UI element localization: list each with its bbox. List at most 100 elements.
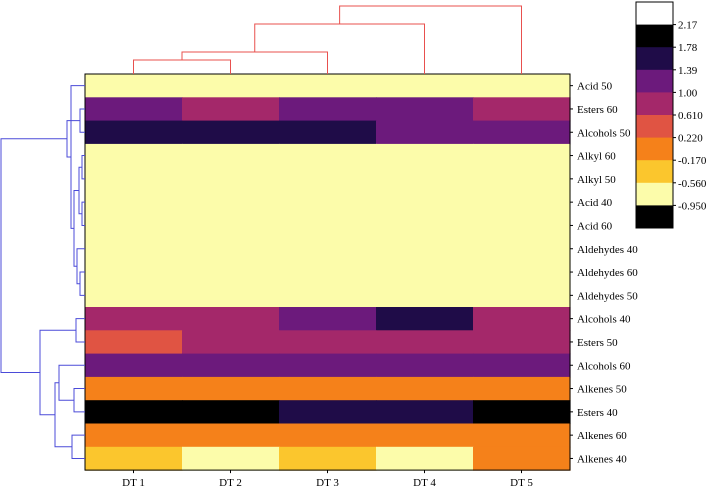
colorbar-label: 0.220 <box>678 133 703 145</box>
heatmap-cell <box>473 74 571 98</box>
heatmap-cell <box>376 167 474 192</box>
heatmap-cell <box>473 353 571 378</box>
colorbar-label: 1.78 <box>678 42 698 54</box>
row-label: Acid 60 <box>577 220 613 232</box>
colorbar-label: 2.17 <box>678 20 698 32</box>
row-dendrogram <box>0 85 85 459</box>
heatmap-cell <box>85 330 183 355</box>
row-label: Alcohols 60 <box>577 360 631 372</box>
heatmap-cell <box>279 213 377 238</box>
heatmap-cell <box>279 283 377 308</box>
heatmap-cell <box>376 376 474 401</box>
heatmap-cell <box>85 400 183 425</box>
heatmap-cell <box>473 190 571 215</box>
heatmap-cell <box>279 167 377 192</box>
column-dendrogram-link <box>254 23 425 74</box>
colorbar-label: 1.00 <box>678 87 698 99</box>
row-dendrogram-link <box>79 108 85 133</box>
heatmap-cell <box>85 213 183 238</box>
column-label: DT 2 <box>219 477 242 486</box>
heatmap-cell <box>182 167 280 192</box>
heatmap-cell <box>279 237 377 261</box>
heatmap-cell <box>182 353 280 378</box>
heatmap-cell <box>376 120 474 145</box>
row-dendrogram-link <box>70 85 85 229</box>
heatmap-cell <box>473 423 571 448</box>
heatmap-cell <box>473 307 571 331</box>
row-label: Alcohols 50 <box>577 127 631 139</box>
heatmap-cell <box>279 190 377 215</box>
heatmap-cell <box>279 143 377 168</box>
row-label: Aldehydes 50 <box>577 290 638 302</box>
heatmap-cell <box>376 283 474 308</box>
heatmap-cell <box>182 446 280 471</box>
column-dendrogram-link <box>339 5 522 74</box>
heatmap-cell <box>376 423 474 448</box>
row-label: Esters 60 <box>577 104 618 116</box>
heatmap-cell <box>473 120 571 145</box>
heatmap-cell <box>182 423 280 448</box>
row-dendrogram-link <box>0 138 67 374</box>
heatmap-cell <box>473 97 571 122</box>
heatmap-cell <box>473 237 571 261</box>
colorbar-swatch <box>636 69 673 93</box>
colorbar-swatch <box>636 160 673 184</box>
column-label: DT 4 <box>413 477 436 486</box>
colorbar-swatch <box>636 205 673 229</box>
heatmap-cell <box>85 97 183 122</box>
heatmap-cell <box>473 167 571 192</box>
row-label: Alkenes 40 <box>577 453 627 465</box>
heatmap-cell <box>182 97 280 122</box>
heatmap-cell <box>182 213 280 238</box>
heatmap-cell <box>85 120 183 145</box>
heatmap-cell <box>182 143 280 168</box>
heatmap-cell <box>376 330 474 355</box>
heatmap-cell <box>473 330 571 355</box>
row-label: Aldehydes 40 <box>577 244 638 256</box>
row-label: Alcohols 40 <box>577 314 631 326</box>
colorbar-swatch <box>636 2 673 26</box>
heatmap-cell <box>279 376 377 401</box>
row-label: Alkenes 60 <box>577 430 627 442</box>
heatmap-cell <box>279 423 377 448</box>
colorbar-swatch <box>636 182 673 206</box>
row-dendrogram-link <box>58 364 85 401</box>
heatmap-cell <box>279 400 377 425</box>
heatmap-cell <box>279 307 377 331</box>
column-dendrogram-link <box>133 59 231 74</box>
heatmap-cell <box>182 190 280 215</box>
row-dendrogram-link <box>54 382 72 448</box>
heatmap-cell <box>473 400 571 425</box>
colorbar: 2.17 1.78 1.39 1.00 0.610 0.220 -0.170 -0.560 -0… <box>635 1 707 229</box>
heatmap-cell <box>376 74 474 98</box>
heatmap-cell <box>85 307 183 331</box>
colorbar-swatch <box>636 47 673 71</box>
colorbar-label: 1.39 <box>678 65 698 77</box>
colorbar-swatch <box>636 137 673 161</box>
row-dendrogram-link <box>76 248 85 285</box>
heatmap-cell <box>182 330 280 355</box>
heatmap-cell <box>85 423 183 448</box>
heatmap-cell <box>182 74 280 98</box>
colorbar-label: -0.950 <box>678 200 707 212</box>
row-label: Acid 40 <box>577 197 613 209</box>
heatmap-cell <box>376 143 474 168</box>
heatmap-cell <box>376 400 474 425</box>
heatmap-cell <box>473 283 571 308</box>
colorbar-swatch <box>636 24 673 48</box>
column-dendrogram <box>133 5 522 74</box>
heatmap-cell <box>85 376 183 401</box>
colorbar-label: 0.610 <box>678 110 703 122</box>
row-label: Esters 40 <box>577 407 618 419</box>
heatmap-cell <box>279 74 377 98</box>
heatmap-cell <box>376 353 474 378</box>
row-label: Aldehydes 60 <box>577 267 638 279</box>
heatmap-cell <box>85 237 183 261</box>
heatmap-cell <box>279 330 377 355</box>
colorbar-swatch <box>636 115 673 139</box>
heatmap-cell <box>376 97 474 122</box>
heatmap-cell <box>182 376 280 401</box>
colorbar-label: -0.170 <box>678 155 707 167</box>
